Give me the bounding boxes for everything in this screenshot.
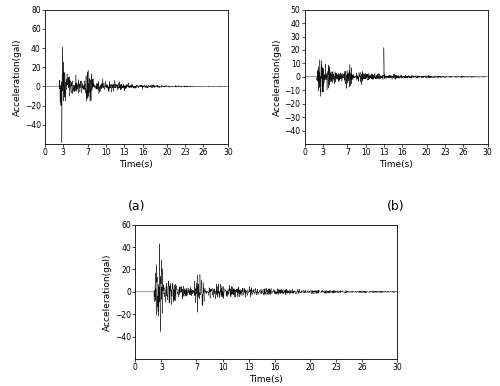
Y-axis label: Acceleration(gal): Acceleration(gal) bbox=[103, 253, 112, 330]
X-axis label: Time(s): Time(s) bbox=[120, 160, 154, 169]
Y-axis label: Acceleration(gal): Acceleration(gal) bbox=[13, 38, 22, 115]
Text: (b): (b) bbox=[388, 200, 405, 213]
Text: (a): (a) bbox=[128, 200, 145, 213]
Y-axis label: Acceleration(gal): Acceleration(gal) bbox=[272, 38, 281, 115]
X-axis label: Time(s): Time(s) bbox=[379, 160, 413, 169]
X-axis label: Time(s): Time(s) bbox=[250, 375, 283, 384]
